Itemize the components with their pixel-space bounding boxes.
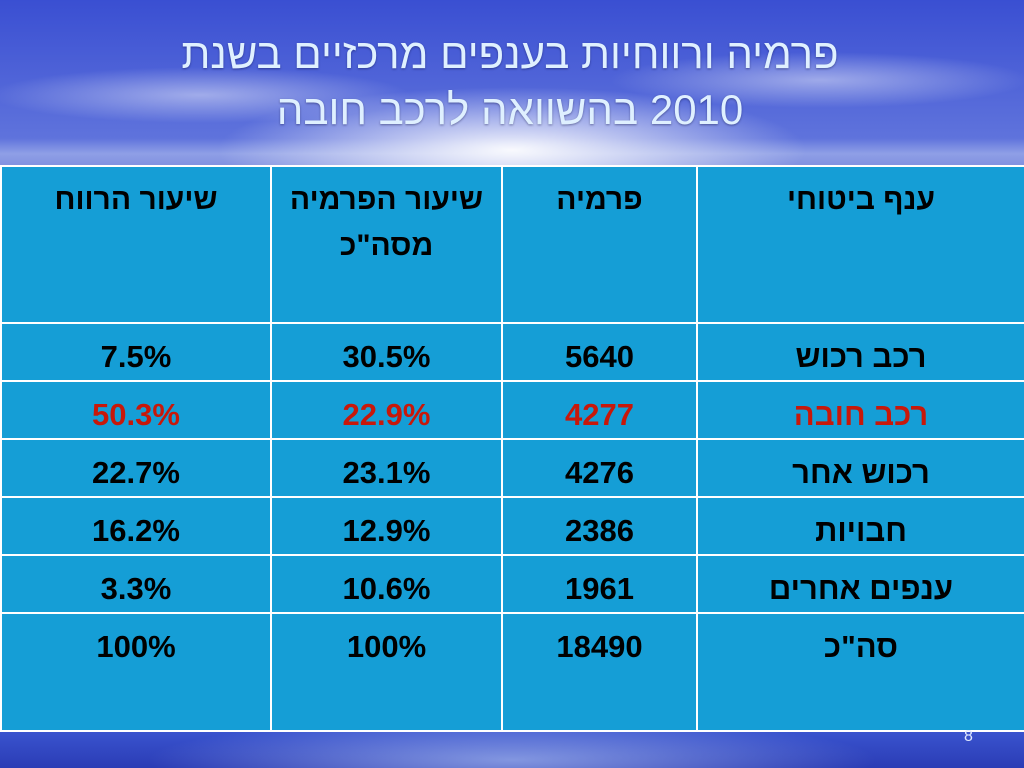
cell-profit-rate: 22.7% [0, 438, 272, 498]
cell-premium: 18490 [501, 612, 698, 732]
cell-premium: 4276 [501, 438, 698, 498]
cell-premium: 5640 [501, 322, 698, 382]
title-line-2: 2010 בהשוואה לרכב חובה [276, 86, 744, 133]
cell-profit-rate: 50.3% [0, 380, 272, 440]
cell-premium: 4277 [501, 380, 698, 440]
title-line-1: פרמיה ורווחיות בענפים מרכזיים בשנת [181, 30, 839, 77]
cell-branch: רכוש אחר [696, 438, 1024, 498]
header-premium: פרמיה [501, 165, 698, 324]
table-header-row: ענף ביטוחי פרמיה שיעור הפרמיה מסה"כ שיעו… [0, 165, 1024, 324]
cell-profit-rate: 100% [0, 612, 272, 732]
table-row-highlighted: רכב חובה 4277 22.9% 50.3% [0, 380, 1024, 440]
cell-premium-share: 23.1% [270, 438, 503, 498]
cell-premium-share: 12.9% [270, 496, 503, 556]
cell-profit-rate: 7.5% [0, 322, 272, 382]
cell-profit-rate: 3.3% [0, 554, 272, 614]
header-branch: ענף ביטוחי [696, 165, 1024, 324]
slide-title: פרמיה ורווחיות בענפים מרכזיים בשנת 2010 … [60, 26, 960, 138]
cell-branch: רכב רכוש [696, 322, 1024, 382]
header-profit-rate: שיעור הרווח [0, 165, 272, 324]
cell-premium-share: 22.9% [270, 380, 503, 440]
insurance-table: ענף ביטוחי פרמיה שיעור הפרמיה מסה"כ שיעו… [0, 165, 1024, 732]
cell-premium-share: 30.5% [270, 322, 503, 382]
cell-branch: ענפים אחרים [696, 554, 1024, 614]
cell-premium: 1961 [501, 554, 698, 614]
cell-premium: 2386 [501, 496, 698, 556]
table-row: ענפים אחרים 1961 10.6% 3.3% [0, 554, 1024, 614]
cell-branch: חבויות [696, 496, 1024, 556]
cell-premium-share: 100% [270, 612, 503, 732]
table-row-total: סה"כ 18490 100% 100% [0, 612, 1024, 732]
table-row: רכוש אחר 4276 23.1% 22.7% [0, 438, 1024, 498]
table-row: רכב רכוש 5640 30.5% 7.5% [0, 322, 1024, 382]
cell-profit-rate: 16.2% [0, 496, 272, 556]
cell-branch: סה"כ [696, 612, 1024, 732]
cell-premium-share: 10.6% [270, 554, 503, 614]
cell-branch: רכב חובה [696, 380, 1024, 440]
table-row: חבויות 2386 12.9% 16.2% [0, 496, 1024, 556]
header-premium-share: שיעור הפרמיה מסה"כ [270, 165, 503, 324]
page-number: 8 [964, 728, 973, 745]
